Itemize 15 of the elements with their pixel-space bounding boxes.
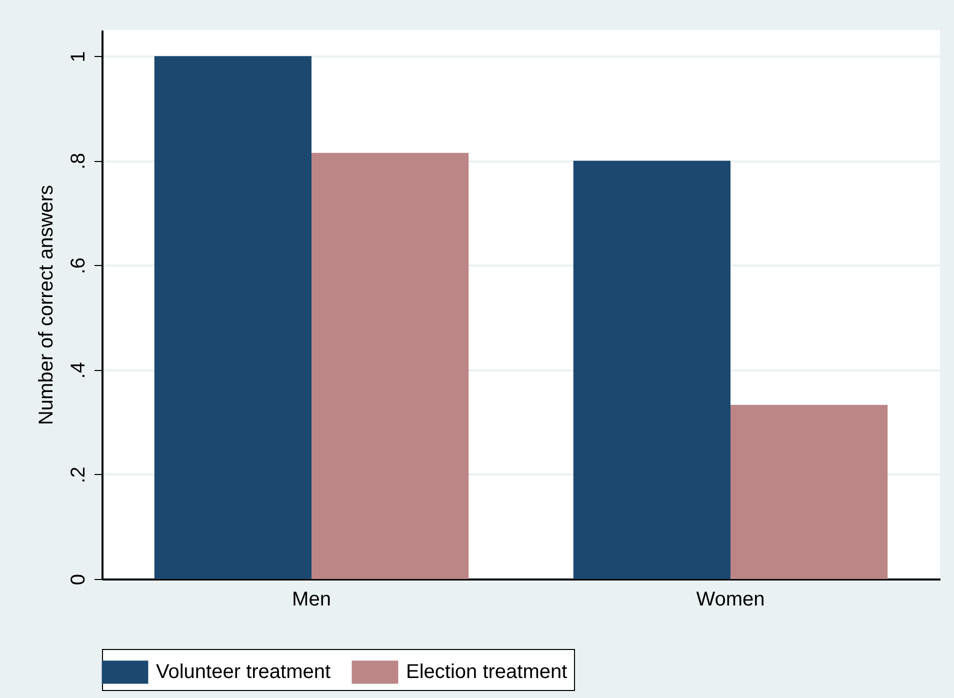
y-tick-label: 0 — [68, 574, 90, 586]
x-tick-label: Women — [696, 588, 765, 610]
y-tick-label: .4 — [68, 362, 90, 379]
y-tick-label: 1 — [68, 51, 90, 62]
bar — [730, 404, 888, 579]
y-tick-label: .2 — [68, 466, 90, 484]
legend-label: Volunteer treatment — [156, 661, 331, 684]
x-tick-label: Men — [292, 588, 331, 610]
y-tick-label: .6 — [68, 257, 90, 274]
bar — [154, 56, 312, 579]
y-tick-label: .8 — [68, 152, 90, 170]
y-axis-title: Number of correct answers — [36, 184, 58, 426]
bar — [312, 152, 469, 579]
legend-label: Election treatment — [406, 661, 568, 684]
bar — [573, 160, 730, 579]
